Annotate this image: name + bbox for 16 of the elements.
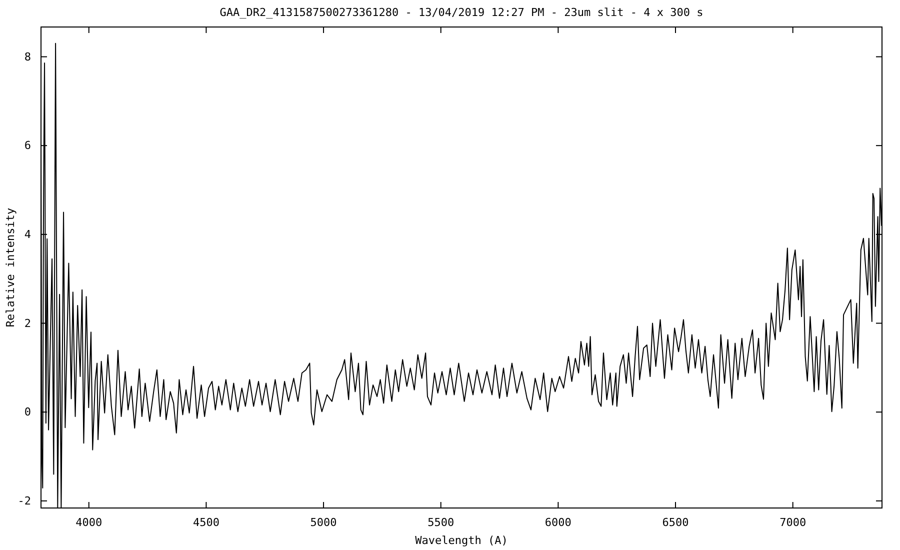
y-tick-label: 0 (24, 406, 31, 419)
x-tick-label: 5500 (428, 516, 454, 529)
y-tick-label: 4 (24, 228, 32, 241)
x-tick-label: 4000 (76, 516, 102, 529)
y-tick-label: 8 (24, 50, 31, 64)
y-tick-label: 6 (24, 139, 31, 152)
x-tick-label: 6500 (662, 516, 689, 529)
x-tick-label: 7000 (780, 516, 806, 529)
x-tick-label: 4500 (192, 516, 220, 529)
y-tick-label: -2 (18, 494, 31, 508)
x-tick-label: 5000 (310, 516, 337, 529)
x-axis-title: Wavelength (A) (415, 534, 508, 547)
y-tick-label: 2 (24, 316, 31, 330)
x-tick-label: 6000 (544, 516, 572, 529)
y-axis-title: Relative intensity (4, 208, 17, 328)
chart-title: GAA_DR2_4131587500273361280 - 13/04/2019 12:27 PM - 23um slit - 4 x 300 s (220, 6, 704, 19)
